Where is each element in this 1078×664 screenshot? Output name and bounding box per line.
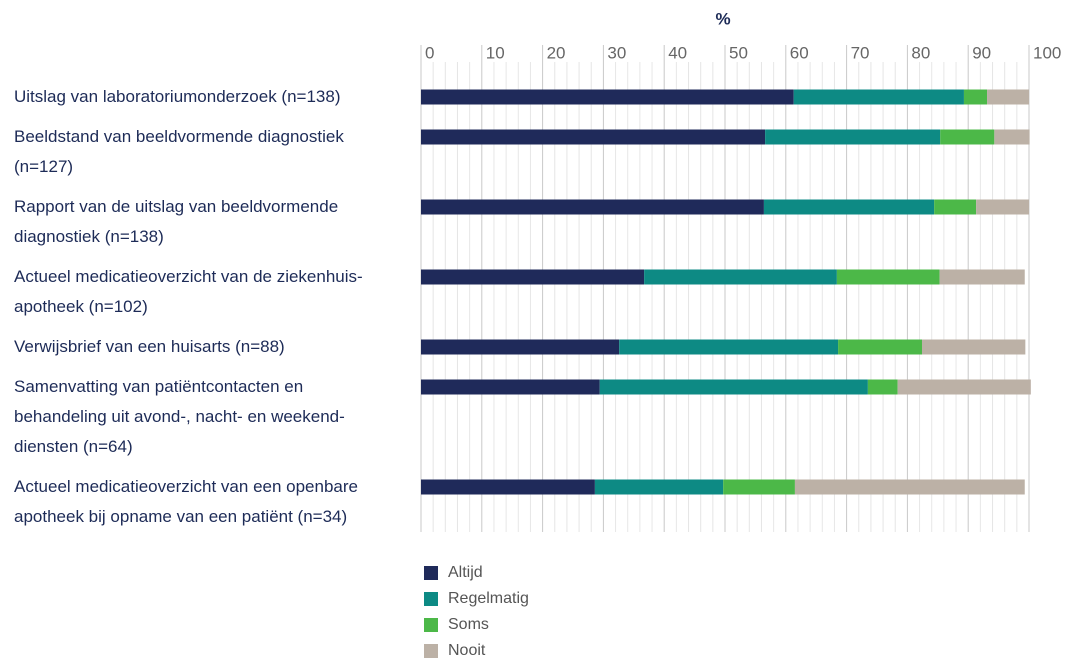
x-tick-label: 90 xyxy=(972,43,991,62)
x-tick-label: 60 xyxy=(790,43,809,62)
legend-swatch xyxy=(424,644,438,658)
bar-segment xyxy=(619,339,839,355)
axis-title: % xyxy=(715,9,730,28)
bar-segment xyxy=(421,339,620,355)
legend-item: Soms xyxy=(424,612,529,638)
bar-segment xyxy=(723,479,795,495)
x-tick-label: 50 xyxy=(729,43,748,62)
legend-swatch xyxy=(424,618,438,632)
bar-segment xyxy=(897,379,1031,395)
legend-label: Altijd xyxy=(448,564,483,581)
category-label: Beeldstand van beeldvormende diagnostiek… xyxy=(14,127,344,176)
bar-segment xyxy=(994,129,1030,145)
legend-swatch xyxy=(424,592,438,606)
x-tick-label: 30 xyxy=(607,43,626,62)
bar-segment xyxy=(793,89,964,105)
bar-segment xyxy=(838,339,922,355)
legend-item: Altijd xyxy=(424,560,529,586)
bar-segment xyxy=(599,379,868,395)
category-labels: Uitslag van laboratoriumonderzoek (n=138… xyxy=(14,82,399,542)
bar-segment xyxy=(421,89,794,105)
x-tick-label: 100 xyxy=(1033,43,1061,62)
legend-item: Nooit xyxy=(424,638,529,664)
bar-segment xyxy=(934,199,977,215)
bar-segment xyxy=(763,199,935,215)
bar-segment xyxy=(794,479,1025,495)
bar-segment xyxy=(765,129,941,145)
category-label: Samenvatting van patiëntcontacten en beh… xyxy=(14,377,345,456)
bar-segment xyxy=(976,199,1029,215)
bar-segment xyxy=(421,129,766,145)
legend-label: Soms xyxy=(448,616,489,633)
bar-segment xyxy=(594,479,724,495)
bar-segment xyxy=(867,379,898,395)
bar-segment xyxy=(836,269,940,285)
bar-segment xyxy=(421,379,600,395)
bar-segment xyxy=(644,269,837,285)
x-tick-label: 70 xyxy=(851,43,870,62)
x-tick-label: 40 xyxy=(668,43,687,62)
legend-swatch xyxy=(424,566,438,580)
bar-segment xyxy=(940,129,995,145)
bar-segment xyxy=(939,269,1025,285)
x-tick-label: 80 xyxy=(911,43,930,62)
legend-item: Regelmatig xyxy=(424,586,529,612)
bar-segment xyxy=(421,269,645,285)
category-label: Actueel medicatieoverzicht van een openb… xyxy=(14,477,358,526)
legend-label: Regelmatig xyxy=(448,590,529,607)
bar-segment xyxy=(421,199,764,215)
bar-segment xyxy=(963,89,988,105)
bar-segment xyxy=(987,89,1029,105)
category-label: Verwijsbrief van een huisarts (n=88) xyxy=(14,337,285,356)
x-tick-label: 10 xyxy=(486,43,505,62)
x-tick-label: 0 xyxy=(425,43,434,62)
category-label: Uitslag van laboratoriumonderzoek (n=138… xyxy=(14,87,341,106)
legend: Altijd Regelmatig Soms Nooit xyxy=(424,560,529,664)
bar-segment xyxy=(921,339,1026,355)
legend-label: Nooit xyxy=(448,642,486,659)
x-tick-label: 20 xyxy=(547,43,566,62)
category-label: Actueel medicatieoverzicht van de zieken… xyxy=(14,267,363,316)
bar-segment xyxy=(421,479,595,495)
category-label: Rapport van de uitslag van beeldvormende… xyxy=(14,197,339,246)
